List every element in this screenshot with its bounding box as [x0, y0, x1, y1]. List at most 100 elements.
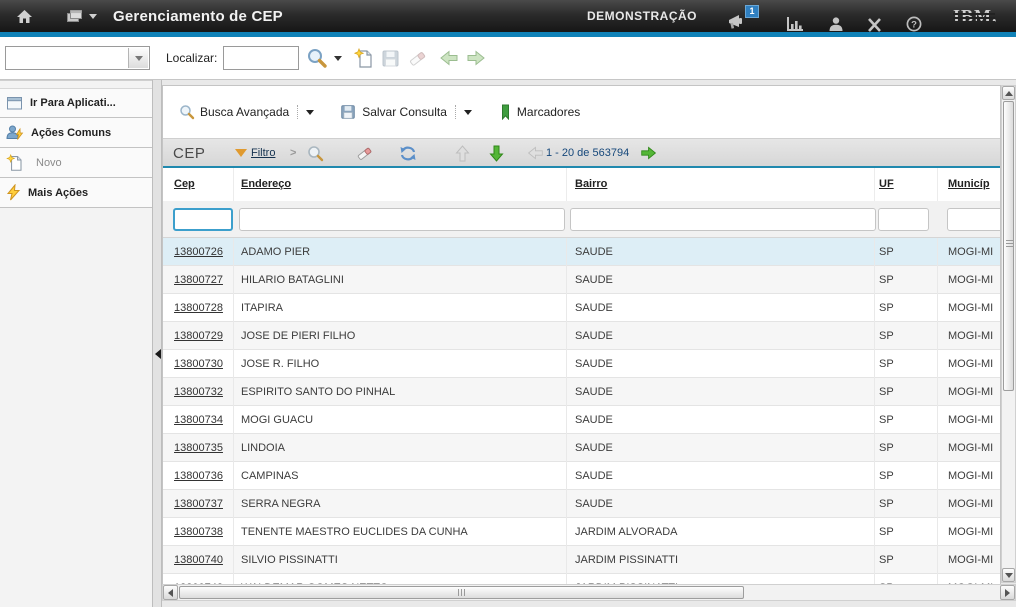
table-row[interactable]: 13800736 CAMPINAS SAUDE SP MOGI-MI — [163, 462, 1000, 490]
home-icon[interactable] — [4, 0, 44, 32]
table-body: 13800726 ADAMO PIER SAUDE SP MOGI-MI 138… — [163, 238, 1000, 584]
horizontal-scrollbar[interactable] — [162, 584, 1016, 601]
cep-cell: 13800729 — [163, 322, 234, 350]
table-row[interactable]: 13800737 SERRA NEGRA SAUDE SP MOGI-MI — [163, 490, 1000, 518]
next-arrow-icon[interactable] — [466, 49, 487, 67]
search-icon — [179, 104, 195, 120]
bairro-cell: SAUDE — [567, 350, 875, 378]
filter-input-cep[interactable] — [173, 208, 233, 231]
save-query-caret[interactable] — [464, 110, 472, 115]
previous-row-icon[interactable] — [454, 139, 471, 167]
new-record-icon[interactable] — [354, 48, 374, 69]
cep-link[interactable]: 13800729 — [174, 330, 223, 342]
application-combobox[interactable] — [5, 46, 150, 70]
next-row-icon[interactable] — [488, 139, 505, 167]
vertical-scrollbar-thumb[interactable] — [1003, 101, 1014, 391]
column-header-cep[interactable]: Cep — [163, 168, 234, 201]
cep-cell: 13800730 — [163, 350, 234, 378]
advanced-search-button[interactable]: Busca Avançada — [179, 104, 289, 120]
filter-input-municipio[interactable] — [947, 208, 1001, 231]
cep-link[interactable]: 13800735 — [174, 442, 223, 454]
filter-link[interactable]: Filtro — [251, 139, 275, 167]
combobox-dropdown-button[interactable] — [128, 48, 148, 68]
cep-link[interactable]: 13800727 — [174, 274, 223, 286]
filter-triangle-icon[interactable] — [235, 139, 247, 167]
bairro-cell: JARDIM PISSINATTI — [567, 574, 875, 584]
uf-cell: SP — [875, 518, 938, 546]
column-header-uf[interactable]: UF — [875, 168, 938, 201]
table-row[interactable]: 13800738 TENENTE MAESTRO EUCLIDES DA CUN… — [163, 518, 1000, 546]
chevron-left-icon — [155, 349, 161, 359]
table-row[interactable]: 13800735 LINDOIA SAUDE SP MOGI-MI — [163, 434, 1000, 462]
vertical-scrollbar[interactable] — [1001, 85, 1016, 583]
table-row[interactable]: 13800734 MOGI GUACU SAUDE SP MOGI-MI — [163, 406, 1000, 434]
sidebar-item-acoes-comuns[interactable]: Ações Comuns — [0, 118, 152, 148]
endereco-cell: ITAPIRA — [234, 294, 567, 322]
sidebar-splitter[interactable] — [152, 80, 162, 607]
cep-link[interactable]: 13800737 — [174, 498, 223, 510]
endereco-cell: WALDEMAR GOMES NETTO — [234, 574, 567, 584]
table-row[interactable]: 13800740 SILVIO PISSINATTI JARDIM PISSIN… — [163, 546, 1000, 574]
cep-link[interactable]: 13800730 — [174, 358, 223, 370]
advanced-search-caret[interactable] — [306, 110, 314, 115]
filter-input-uf[interactable] — [878, 208, 929, 231]
column-header-endereco[interactable]: Endereço — [234, 168, 567, 201]
scroll-left-button[interactable] — [163, 585, 178, 600]
sidebar-item-ir-para-aplicativo[interactable]: Ir Para Aplicati... — [0, 88, 152, 118]
table-row[interactable]: 13800729 JOSE DE PIERI FILHO SAUDE SP MO… — [163, 322, 1000, 350]
cep-link[interactable]: 13800732 — [174, 386, 223, 398]
endereco-cell: ESPIRITO SANTO DO PINHAL — [234, 378, 567, 406]
scroll-right-button[interactable] — [1000, 585, 1015, 600]
top-navbar: Gerenciamento de CEP DEMONSTRAÇÃO 1 ? — [0, 0, 1016, 32]
svg-text:?: ? — [911, 19, 917, 30]
table-row[interactable]: 13800742 WALDEMAR GOMES NETTO JARDIM PIS… — [163, 574, 1000, 584]
next-page-icon[interactable] — [640, 139, 658, 167]
bookmarks-button[interactable]: Marcadores — [500, 104, 580, 120]
cep-link[interactable]: 13800734 — [174, 414, 223, 426]
uf-cell: SP — [875, 294, 938, 322]
save-icon[interactable] — [381, 49, 400, 68]
clear-filter-icon[interactable] — [355, 139, 374, 167]
column-header-municipio[interactable]: Municíp — [938, 168, 1001, 201]
table-filter-row — [163, 201, 1000, 238]
filter-input-endereco[interactable] — [239, 208, 565, 231]
table-row[interactable]: 13800732 ESPIRITO SANTO DO PINHAL SAUDE … — [163, 378, 1000, 406]
horizontal-scrollbar-thumb[interactable] — [179, 586, 744, 599]
municipio-cell: MOGI-MI — [938, 266, 1001, 294]
chevron-down-icon — [89, 14, 97, 19]
previous-arrow-icon[interactable] — [438, 49, 459, 67]
sidebar-item-mais-acoes[interactable]: Mais Ações — [0, 178, 152, 208]
table-row[interactable]: 13800726 ADAMO PIER SAUDE SP MOGI-MI — [163, 238, 1000, 266]
cep-link[interactable]: 13800728 — [174, 302, 223, 314]
table-row[interactable]: 13800728 ITAPIRA SAUDE SP MOGI-MI — [163, 294, 1000, 322]
filter-input-bairro[interactable] — [570, 208, 876, 231]
chevron-down-icon — [135, 56, 143, 61]
bookmark-icon — [500, 104, 511, 120]
bairro-cell: SAUDE — [567, 434, 875, 462]
sidebar-item-novo[interactable]: Novo — [0, 148, 152, 178]
sidebar: Ir Para Aplicati... Ações Comuns Novo Ma… — [0, 80, 152, 607]
search-icon[interactable] — [306, 47, 328, 69]
cep-link[interactable]: 13800736 — [174, 470, 223, 482]
cep-link[interactable]: 13800738 — [174, 526, 223, 538]
refresh-icon[interactable] — [399, 139, 417, 167]
cep-link[interactable]: 13800740 — [174, 554, 223, 566]
save-query-button[interactable]: Salvar Consulta — [340, 104, 447, 120]
applications-menu-button[interactable] — [66, 0, 97, 32]
column-header-bairro[interactable]: Bairro — [567, 168, 875, 201]
clear-changes-icon[interactable] — [407, 49, 428, 68]
municipio-cell: MOGI-MI — [938, 294, 1001, 322]
scroll-down-button[interactable] — [1002, 568, 1015, 582]
localizar-input[interactable] — [223, 46, 299, 70]
table-row[interactable]: 13800730 JOSE R. FILHO SAUDE SP MOGI-MI — [163, 350, 1000, 378]
cep-link[interactable]: 13800726 — [174, 246, 223, 258]
municipio-cell: MOGI-MI — [938, 546, 1001, 574]
collapse-sidebar-handle[interactable] — [154, 342, 162, 366]
table-row[interactable]: 13800727 HILARIO BATAGLINI SAUDE SP MOGI… — [163, 266, 1000, 294]
sidebar-item-label: Ir Para Aplicati... — [30, 97, 116, 109]
search-options-caret[interactable] — [334, 56, 342, 61]
table-search-icon[interactable] — [307, 139, 324, 167]
previous-page-icon[interactable] — [526, 139, 544, 167]
scroll-up-button[interactable] — [1002, 86, 1015, 100]
bairro-cell: SAUDE — [567, 294, 875, 322]
